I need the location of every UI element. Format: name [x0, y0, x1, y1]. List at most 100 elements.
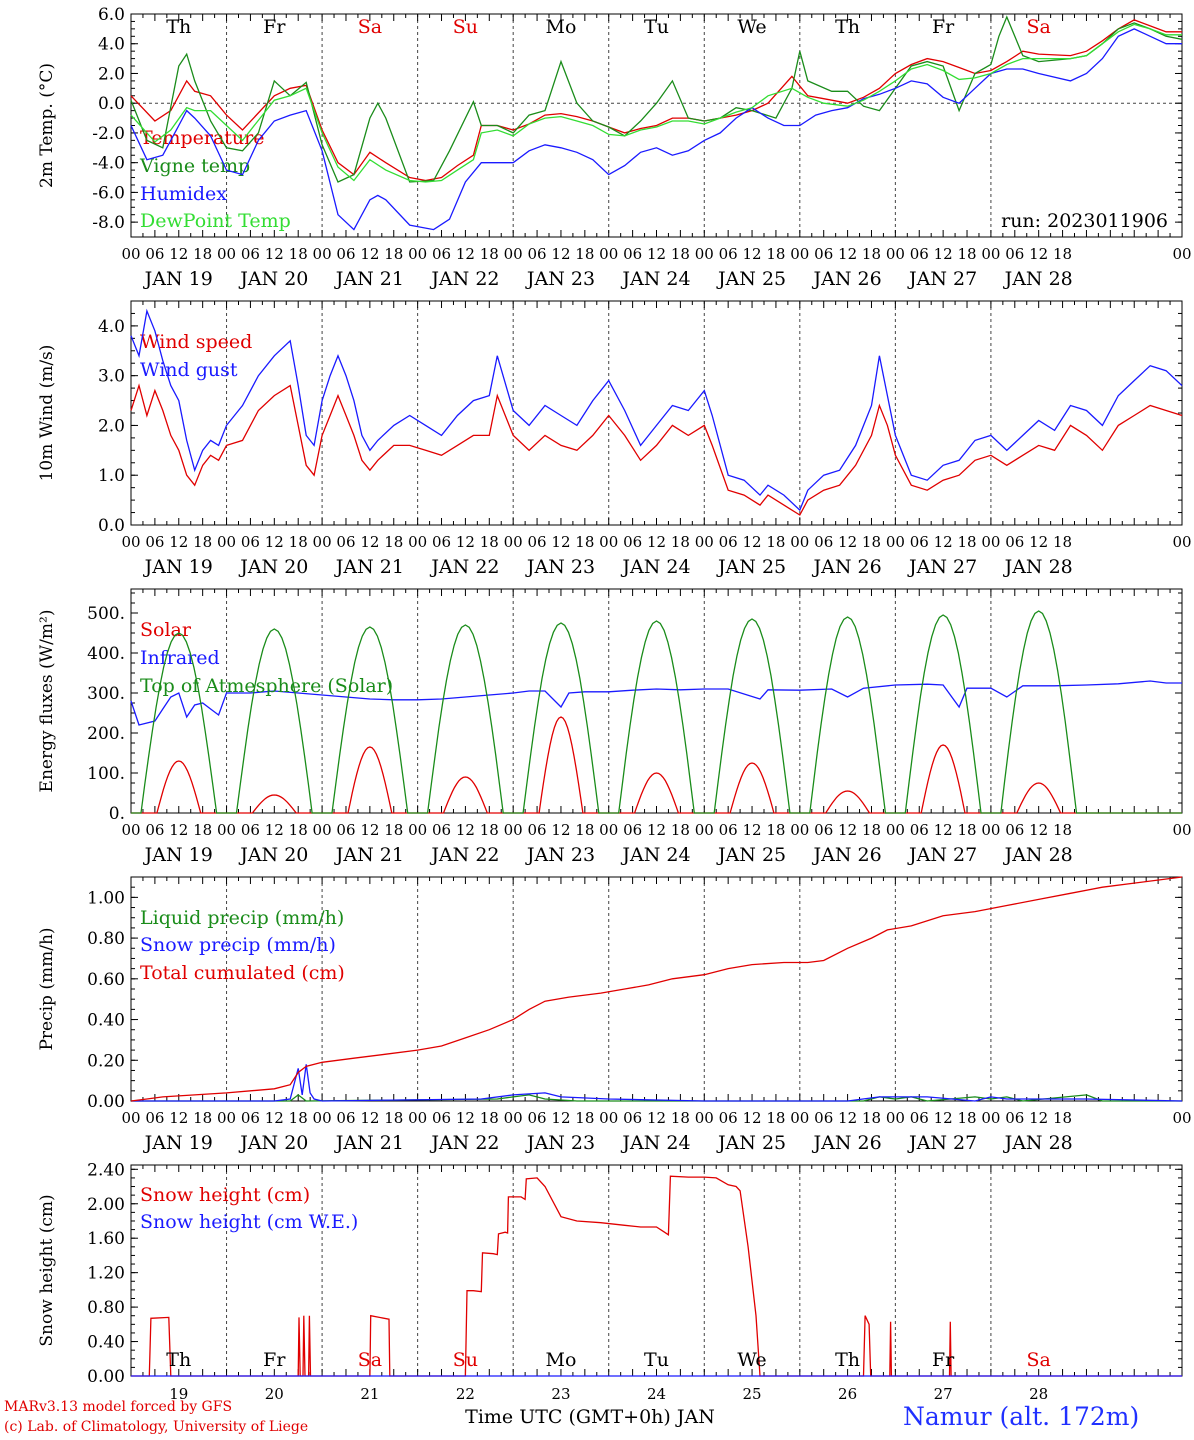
hour-label: 18	[766, 533, 785, 551]
legend-snow-height-cm: Snow height (cm)	[140, 1184, 310, 1206]
hour-label: 06	[145, 821, 164, 839]
hour-label: 06	[145, 1109, 164, 1127]
panel-2-frame	[130, 300, 1183, 526]
weekday-label-jan-24: Tu	[644, 16, 669, 38]
hour-label: 18	[480, 245, 499, 263]
day-number-jan-19: 19	[169, 1385, 188, 1403]
date-label-jan-22: JAN 22	[429, 268, 499, 290]
hour-label: 18	[957, 1109, 976, 1127]
y-tick-label: 400.	[87, 644, 125, 664]
date-label-jan-26: JAN 26	[811, 556, 881, 578]
y-tick-label: 2.40	[87, 1160, 125, 1180]
hour-label: 06	[528, 1109, 547, 1127]
hour-label: 12	[551, 533, 570, 551]
hour-label: 12	[265, 245, 284, 263]
hour-label: 18	[1053, 1109, 1072, 1127]
weekday-label-jan-21: Sa	[358, 1349, 382, 1371]
hour-label: 06	[910, 1109, 929, 1127]
hour-label: 06	[1005, 533, 1024, 551]
hour-label: 18	[766, 245, 785, 263]
hour-label: 00	[886, 821, 905, 839]
weekday-label-jan-27: Fr	[932, 1349, 955, 1371]
hour-label: 18	[862, 1109, 881, 1127]
hour-label: 00	[981, 821, 1000, 839]
weekday-label-jan-28: Sa	[1027, 1349, 1051, 1371]
date-label-jan-20: JAN 20	[238, 556, 308, 578]
hour-label: 18	[480, 533, 499, 551]
hour-label: 00	[121, 1109, 140, 1127]
date-label-jan-27: JAN 27	[907, 844, 977, 866]
hour-label: 00	[790, 821, 809, 839]
date-label-jan-20: JAN 20	[238, 1132, 308, 1154]
legend-solar: Solar	[140, 619, 192, 641]
day-number-jan-22: 22	[456, 1385, 475, 1403]
y-tick-label: 2.0	[98, 64, 125, 84]
hour-label: 12	[742, 533, 761, 551]
hour-label: 06	[814, 1109, 833, 1127]
day-number-jan-26: 26	[838, 1385, 857, 1403]
hour-label: 06	[814, 245, 833, 263]
hour-label: 00	[1172, 821, 1191, 839]
date-label-jan-27: JAN 27	[907, 268, 977, 290]
y-tick-label: 2.0	[98, 416, 125, 436]
hour-label: 12	[647, 533, 666, 551]
hour-label: 18	[384, 1109, 403, 1127]
legend-snow-precip-mm-h: Snow precip (mm/h)	[140, 934, 336, 956]
hour-label: 06	[241, 245, 260, 263]
hour-label: 00	[1172, 1109, 1191, 1127]
series-snow-precip-mm-h	[131, 1064, 1183, 1102]
hour-label: 06	[336, 1109, 355, 1127]
y-tick-label: 0.00	[87, 1092, 125, 1112]
weekday-label-jan-25: We	[737, 16, 766, 38]
hour-label: 06	[719, 245, 738, 263]
weekday-label-jan-23: Mo	[546, 16, 577, 38]
hour-label: 18	[957, 533, 976, 551]
hour-label: 06	[432, 821, 451, 839]
legend-humidex: Humidex	[140, 183, 227, 205]
hour-label: 06	[241, 1109, 260, 1127]
hour-label: 06	[528, 245, 547, 263]
hour-label: 12	[934, 245, 953, 263]
date-label-jan-22: JAN 22	[429, 1132, 499, 1154]
y-axis-label: Snow height (cm)	[37, 1194, 57, 1346]
hour-label: 18	[575, 245, 594, 263]
weekday-label-jan-22: Su	[453, 1349, 478, 1371]
date-label-jan-24: JAN 24	[620, 556, 690, 578]
hour-label: 12	[742, 821, 761, 839]
hour-label: 18	[862, 533, 881, 551]
hour-label: 00	[1172, 533, 1191, 551]
date-label-jan-19: JAN 19	[143, 1132, 213, 1154]
hour-label: 12	[551, 245, 570, 263]
hour-label: 18	[766, 821, 785, 839]
y-tick-label: 500.	[87, 604, 125, 624]
date-label-jan-21: JAN 21	[334, 268, 404, 290]
series-snow-height-cm	[131, 1175, 1182, 1377]
hour-label: 12	[1029, 245, 1048, 263]
hour-label: 00	[790, 533, 809, 551]
hour-label: 12	[838, 821, 857, 839]
series-solar	[131, 716, 1182, 814]
hour-label: 12	[934, 533, 953, 551]
date-label-jan-28: JAN 28	[1003, 844, 1073, 866]
hour-label: 12	[360, 245, 379, 263]
hour-label: 00	[217, 821, 236, 839]
y-tick-label: 0.	[109, 804, 125, 824]
hour-label: 18	[480, 821, 499, 839]
hour-label: 18	[862, 245, 881, 263]
date-label-jan-27: JAN 27	[907, 1132, 977, 1154]
hour-label: 12	[838, 245, 857, 263]
y-tick-label: 0.00	[87, 1367, 125, 1387]
y-tick-label: 0.20	[87, 1051, 125, 1071]
hour-label: 00	[599, 245, 618, 263]
hour-label: 00	[313, 821, 332, 839]
hour-label: 12	[551, 821, 570, 839]
hour-label: 06	[528, 821, 547, 839]
hour-label: 18	[289, 245, 308, 263]
hour-label: 12	[456, 245, 475, 263]
hour-label: 00	[599, 533, 618, 551]
hour-label: 06	[145, 533, 164, 551]
hour-label: 18	[193, 1109, 212, 1127]
hour-label: 00	[695, 1109, 714, 1127]
x-axis-title: Time UTC (GMT+0h) JAN	[465, 1406, 715, 1428]
date-label-jan-23: JAN 23	[525, 1132, 595, 1154]
